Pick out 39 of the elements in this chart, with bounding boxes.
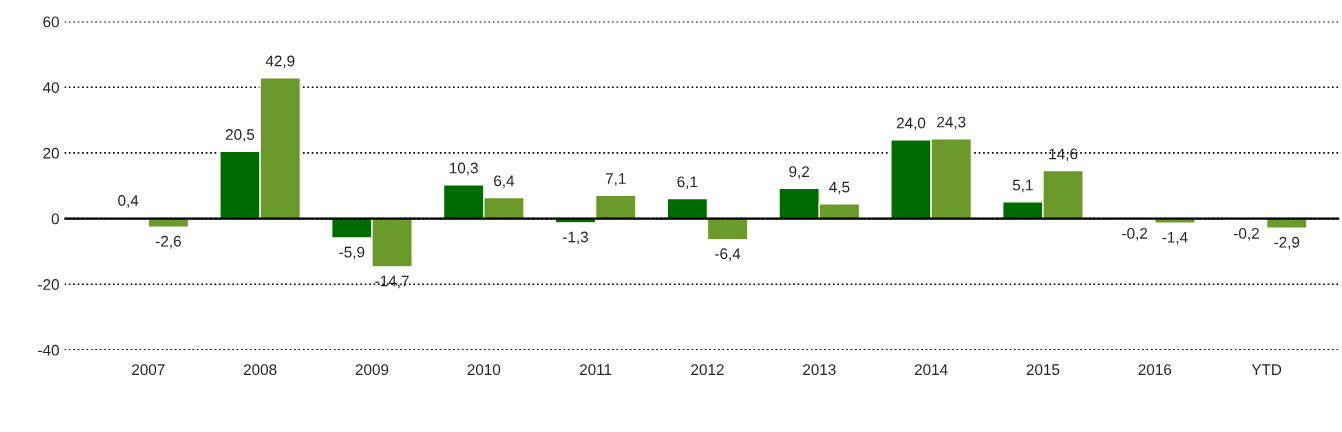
data-label: -6,4 xyxy=(715,248,741,261)
data-label: -2,9 xyxy=(1274,236,1300,250)
data-label: -1,3 xyxy=(563,231,588,245)
data-label: -5,9 xyxy=(339,246,365,260)
x-tick-label: 2013 xyxy=(803,364,836,376)
data-label: 6,1 xyxy=(677,176,698,190)
data-label: 20,5 xyxy=(225,129,255,142)
x-tick-label: 2011 xyxy=(579,364,612,376)
data-label: -2,6 xyxy=(155,235,181,249)
y-tick-label: 20 xyxy=(43,147,59,159)
y-tick-label: 40 xyxy=(42,82,59,93)
data-label: 24,0 xyxy=(896,117,926,131)
data-label: 9,2 xyxy=(789,166,810,179)
x-tick-label: 2008 xyxy=(243,364,277,376)
data-label: -0,2 xyxy=(1234,227,1259,241)
data-label: 7,1 xyxy=(605,173,626,186)
x-tick-label: 2015 xyxy=(1026,364,1060,376)
data-label: 6,4 xyxy=(494,175,515,189)
data-label: 0,4 xyxy=(118,195,139,208)
x-tick-label: YTD xyxy=(1251,364,1282,375)
data-label: 10,3 xyxy=(449,162,478,176)
data-label: 4,5 xyxy=(829,181,850,195)
x-tick-label: 2014 xyxy=(914,364,948,376)
x-tick-label: 2010 xyxy=(467,364,501,376)
data-label: 24,3 xyxy=(937,116,966,130)
data-label: -14,7 xyxy=(375,275,409,289)
x-tick-label: 2016 xyxy=(1138,364,1172,376)
data-label: -0,2 xyxy=(1122,227,1148,241)
data-label: 42,9 xyxy=(265,55,295,69)
x-tick-label: 2007 xyxy=(132,364,165,376)
x-tick-label: 2009 xyxy=(355,364,389,376)
y-tick-label: -40 xyxy=(38,344,59,356)
x-tick-label: 2012 xyxy=(691,364,724,376)
data-label: 14,6 xyxy=(1049,148,1078,162)
y-tick-label: 0 xyxy=(51,213,59,225)
y-tick-label: 60 xyxy=(43,16,59,28)
data-label: 5,1 xyxy=(1012,179,1033,193)
y-tick-label: -20 xyxy=(38,279,59,290)
data-label: -1,4 xyxy=(1162,232,1188,245)
